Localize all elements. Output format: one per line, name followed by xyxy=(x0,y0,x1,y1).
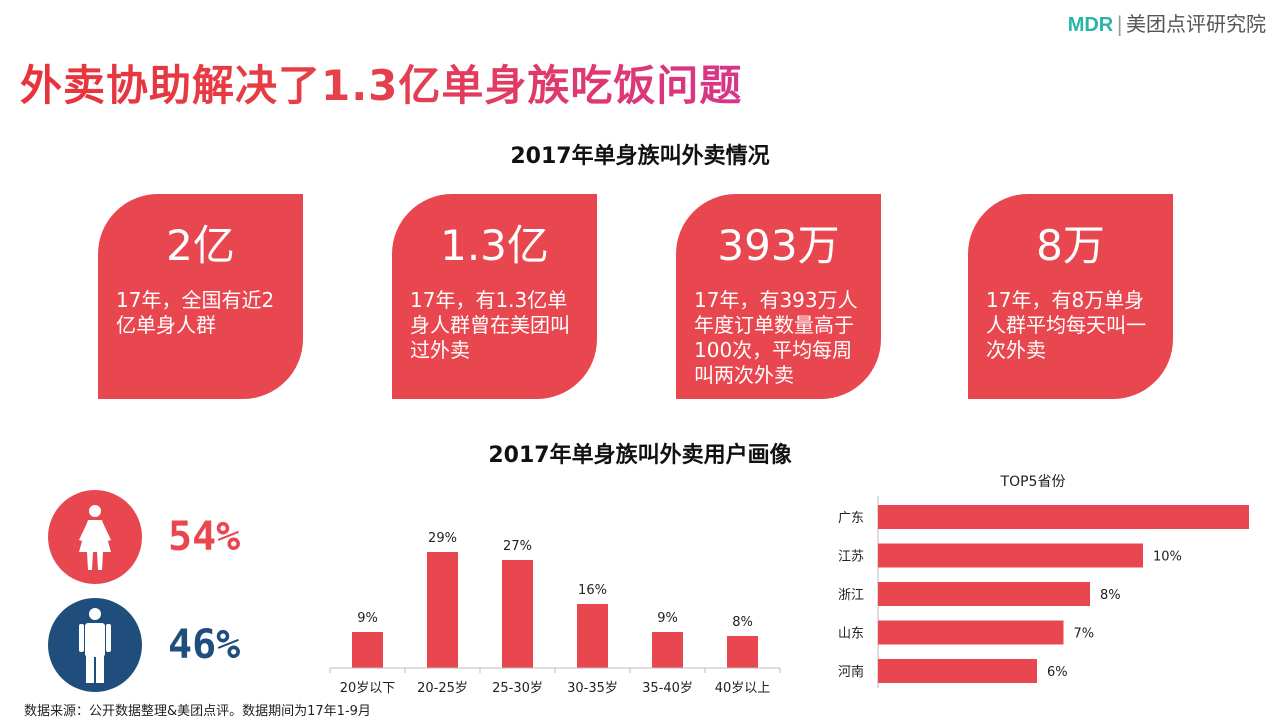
stat-card-daily-users: 8万 17年，有8万单身人群平均每天叫一次外卖 xyxy=(968,194,1173,399)
age-category-label: 35-40岁 xyxy=(642,681,693,696)
province-bar xyxy=(878,620,1064,645)
section-title-overview: 2017年单身族叫外卖情况 xyxy=(510,144,770,169)
province-bar xyxy=(878,659,1037,683)
age-bar-value-label: 8% xyxy=(732,615,753,630)
age-bar-value-label: 9% xyxy=(357,611,378,626)
stat-card-single-population: 2亿 17年，全国有近2亿单身人群 xyxy=(98,194,303,399)
province-category-label: 浙江 xyxy=(838,588,864,603)
age-bar-value-label: 27% xyxy=(503,539,532,554)
province-bar-value-label: 6% xyxy=(1047,665,1068,680)
stat-value: 393万 xyxy=(717,221,840,270)
age-distribution-chart: 9% 20岁以下 29% 20-25岁 27% 25-30岁 16% 30-35岁 9% 35-4… xyxy=(329,531,781,696)
age-bar xyxy=(502,560,533,668)
age-category-label: 20岁以下 xyxy=(340,681,396,696)
age-category-label: 30-35岁 xyxy=(567,681,618,696)
age-bar xyxy=(652,632,683,668)
province-bar xyxy=(878,543,1143,568)
stat-card-heavy-users: 393万 17年，有393万人年度订单数量高于100次，平均每周叫两次外卖 xyxy=(676,194,881,399)
stat-value: 2亿 xyxy=(166,221,235,270)
province-category-label: 江苏 xyxy=(838,549,864,565)
age-bar-value-label: 16% xyxy=(578,583,607,598)
age-category-label: 25-30岁 xyxy=(492,681,543,696)
stat-description: 17年，有393万人年度订单数量高于100次，平均每周叫两次外卖 xyxy=(694,288,858,387)
province-bar xyxy=(878,582,1090,606)
age-category-label: 20-25岁 xyxy=(417,681,468,696)
brand-logo: MDR | 美团点评研究院 xyxy=(1068,8,1266,37)
province-bar-value-label: 7% xyxy=(1074,627,1095,642)
page-title: 外卖协助解决了1.3亿单身族吃饭问题 xyxy=(20,52,742,113)
logo-divider: | xyxy=(1116,12,1123,36)
age-bar xyxy=(352,632,383,668)
female-icon xyxy=(79,505,111,570)
age-bar-value-label: 29% xyxy=(428,531,457,546)
stat-description: 17年，有8万单身人群平均每天叫一次外卖 xyxy=(986,288,1146,362)
province-category-label: 山东 xyxy=(838,627,864,642)
age-bar xyxy=(727,636,758,668)
data-source-note: 数据来源：公开数据整理&美团点评。数据期间为17年1-9月 xyxy=(24,704,371,719)
female-icon-circle xyxy=(48,490,142,584)
stat-description: 17年，全国有近2亿单身人群 xyxy=(116,288,275,337)
province-bar xyxy=(878,505,1249,529)
section-title-profile: 2017年单身族叫外卖用户画像 xyxy=(488,443,792,468)
province-category-label: 河南 xyxy=(838,664,864,680)
male-icon-circle xyxy=(48,598,142,692)
age-bar-value-label: 9% xyxy=(657,611,678,626)
stat-card-meituan-users: 1.3亿 17年，有1.3亿单身人群曾在美团叫过外卖 xyxy=(392,194,597,399)
female-percentage: 54% xyxy=(168,514,241,560)
stat-value: 8万 xyxy=(1036,221,1105,270)
province-bar-value-label: 8% xyxy=(1100,588,1121,603)
age-category-label: 40岁以上 xyxy=(715,681,771,696)
province-chart-title: TOP5省份 xyxy=(1000,474,1066,490)
logo-mark: MDR xyxy=(1067,14,1114,36)
age-bar xyxy=(577,604,608,668)
logo-text: 美团点评研究院 xyxy=(1126,12,1266,36)
stat-description: 17年，有1.3亿单身人群曾在美团叫过外卖 xyxy=(410,288,570,362)
province-category-label: 广东 xyxy=(838,511,864,526)
province-bar-value-label: 10% xyxy=(1153,550,1182,565)
male-icon xyxy=(79,608,111,683)
age-bar xyxy=(427,552,458,668)
stat-value: 1.3亿 xyxy=(440,221,549,270)
male-percentage: 46% xyxy=(168,622,241,668)
